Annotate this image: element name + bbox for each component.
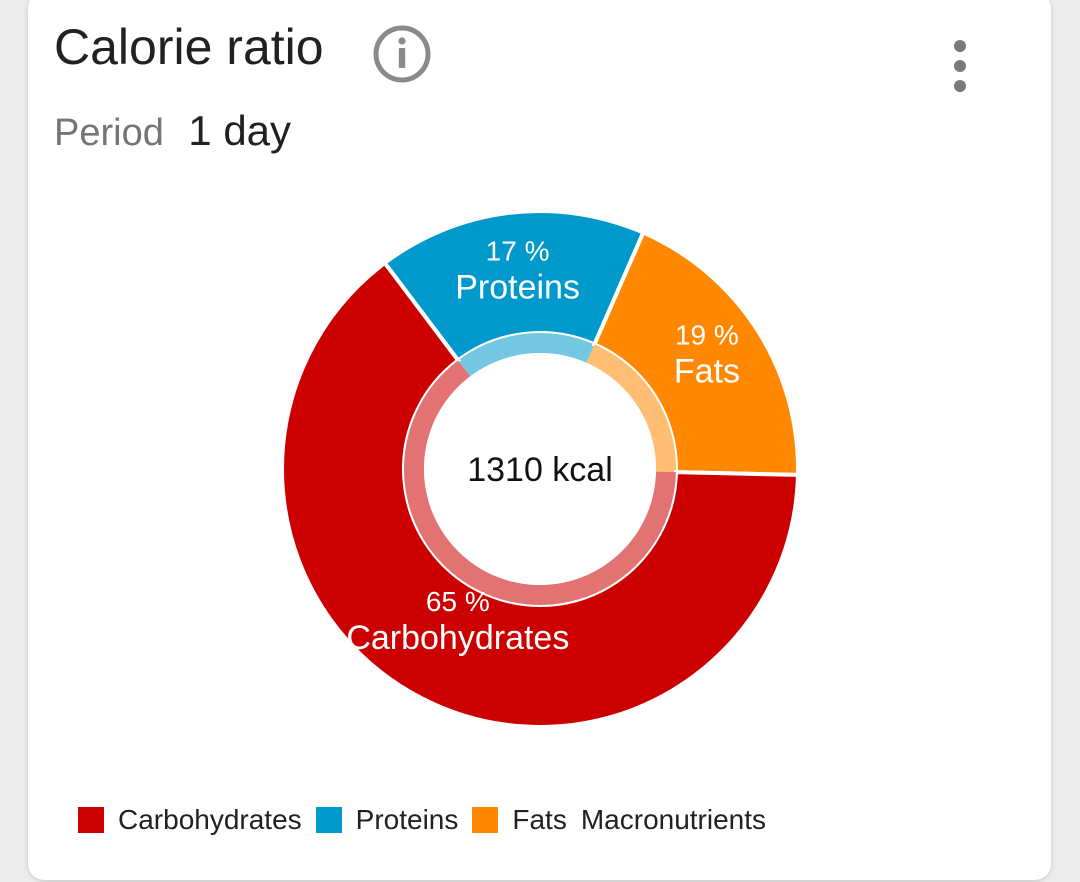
slice-percent-fats: 19 % — [675, 319, 739, 350]
legend-label-proteins: Proteins — [355, 804, 459, 835]
slice-inner-ring-proteins — [458, 332, 595, 377]
calorie-ratio-card: Calorie ratio Period 1 day 1310 kcal 17 %… — [28, 0, 1051, 880]
slice-percent-proteins: 17 % — [486, 235, 550, 266]
donut-chart: 1310 kcal 17 %Proteins 19 %Fats 65 %Carbohy… — [280, 209, 800, 729]
legend-item-proteins[interactable]: Proteins — [315, 804, 459, 836]
info-icon[interactable] — [372, 24, 432, 84]
slice-name-carbohydrates: Carbohydrates — [346, 619, 569, 657]
slice-name-proteins: Proteins — [455, 268, 580, 306]
center-total-label: 1310 kcal — [467, 451, 613, 489]
slice-inner-ring-fats — [586, 344, 676, 473]
more-vertical-icon[interactable] — [942, 38, 978, 94]
period-row: Period 1 day — [54, 107, 292, 154]
legend-swatch-carbohydrates — [78, 807, 104, 833]
slice-percent-carbohydrates: 65 % — [426, 586, 490, 617]
donut-hole — [424, 353, 656, 585]
legend-label-fats: Fats — [512, 804, 567, 835]
legend-caption: Macronutrients — [580, 804, 767, 835]
legend-item-carbohydrates[interactable]: Carbohydrates — [78, 804, 302, 836]
period-value[interactable]: 1 day — [188, 107, 292, 154]
legend-swatch-fats — [472, 807, 499, 833]
slice-name-fats: Fats — [674, 352, 740, 390]
legend-swatch-proteins — [315, 807, 342, 833]
card-title: Calorie ratio — [54, 19, 324, 75]
legend-label-carbohydrates: Carbohydrates — [118, 804, 302, 835]
chart-legend: Carbohydrates Proteins Fats Macronutrien… — [78, 804, 766, 836]
period-label: Period — [54, 112, 164, 154]
legend-item-fats[interactable]: Fats — [472, 804, 567, 836]
